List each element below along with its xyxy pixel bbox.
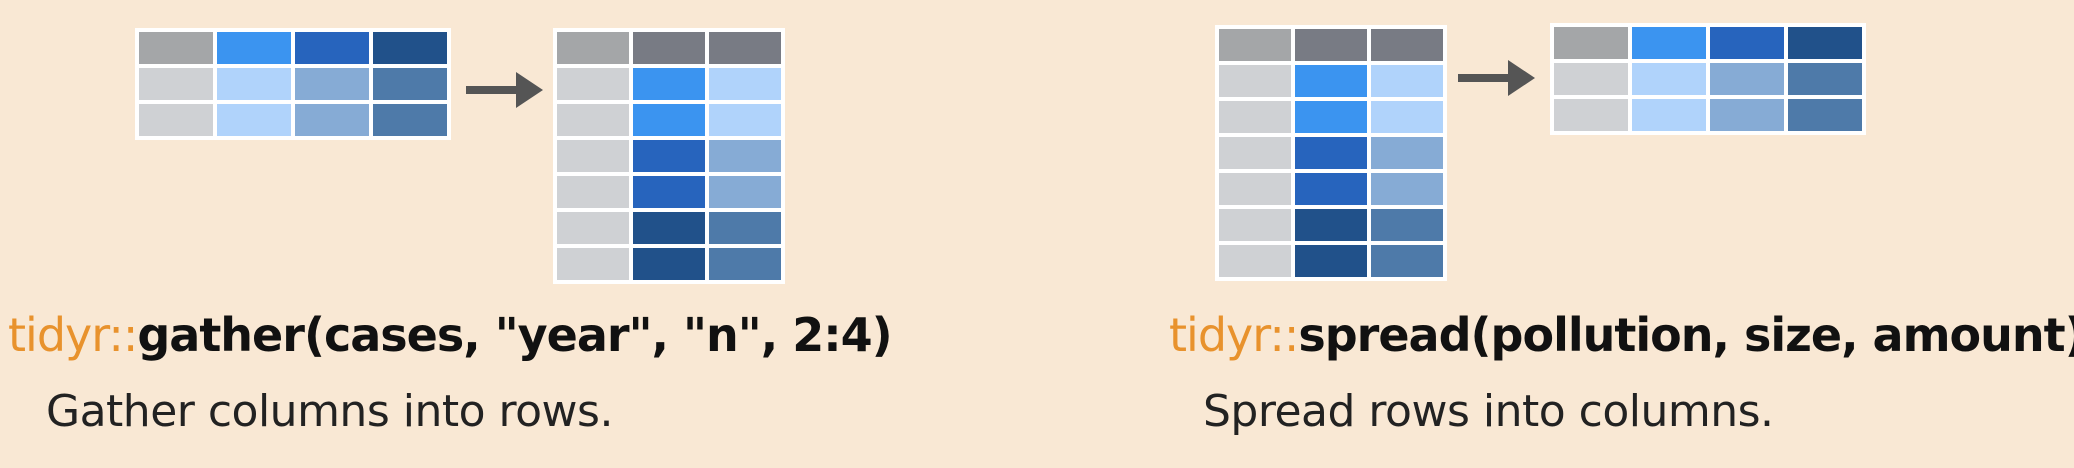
- gather-output-cell: [709, 140, 781, 172]
- spread-output-cell: [1632, 63, 1706, 95]
- spread-input-cell: [1219, 101, 1291, 133]
- gather-output-cell: [633, 176, 705, 208]
- gather-output-cell: [633, 248, 705, 280]
- gather-output-cell: [633, 68, 705, 100]
- gather-input-cell: [139, 104, 213, 136]
- spread-input-cell: [1219, 173, 1291, 205]
- spread-input-cell: [1371, 173, 1443, 205]
- spread-input-cell: [1219, 245, 1291, 277]
- gather-output-cell: [709, 32, 781, 64]
- gather-output-cell: [633, 104, 705, 136]
- spread-output-cell: [1710, 99, 1784, 131]
- gather-input-table: [135, 28, 451, 140]
- spread-input-cell: [1295, 101, 1367, 133]
- spread-input-cell: [1295, 29, 1367, 61]
- gather-input-cell: [373, 32, 447, 64]
- spread-output-cell: [1554, 27, 1628, 59]
- spread-package-name: tidyr::: [1169, 308, 1299, 362]
- spread-input-cell: [1371, 137, 1443, 169]
- spread-output-cell: [1788, 27, 1862, 59]
- gather-output-cell: [557, 212, 629, 244]
- gather-input-cell: [139, 32, 213, 64]
- gather-output-cell: [557, 68, 629, 100]
- spread-input-cell: [1371, 101, 1443, 133]
- spread-input-cell: [1295, 245, 1367, 277]
- gather-input-cell: [295, 32, 369, 64]
- spread-input-cell: [1219, 209, 1291, 241]
- gather-output-cell: [557, 176, 629, 208]
- gather-output-cell: [709, 104, 781, 136]
- spread-output-cell: [1554, 63, 1628, 95]
- gather-function-call: tidyr::gather(cases, "year", "n", 2:4): [8, 312, 893, 358]
- gather-output-cell: [557, 140, 629, 172]
- spread-input-cell: [1295, 137, 1367, 169]
- gather-input-cell: [217, 32, 291, 64]
- gather-output-cell: [557, 248, 629, 280]
- spread-input-cell: [1371, 65, 1443, 97]
- gather-function-name: gather: [137, 308, 305, 362]
- spread-input-cell: [1295, 209, 1367, 241]
- spread-output-cell: [1632, 27, 1706, 59]
- spread-output-table: [1550, 23, 1866, 135]
- spread-output-cell: [1788, 63, 1862, 95]
- gather-input-cell: [295, 68, 369, 100]
- gather-output-cell: [709, 212, 781, 244]
- gather-input-cell: [295, 104, 369, 136]
- gather-output-cell: [557, 104, 629, 136]
- gather-function-args: (cases, "year", "n", 2:4): [303, 308, 893, 362]
- spread-input-cell: [1295, 173, 1367, 205]
- spread-input-cell: [1295, 65, 1367, 97]
- spread-input-cell: [1219, 137, 1291, 169]
- spread-output-cell: [1632, 99, 1706, 131]
- gather-output-table: [553, 28, 785, 284]
- gather-output-cell: [633, 212, 705, 244]
- gather-output-cell: [709, 68, 781, 100]
- gather-output-cell: [633, 140, 705, 172]
- spread-input-cell: [1371, 29, 1443, 61]
- gather-output-cell: [709, 248, 781, 280]
- right-arrow-icon: [1458, 60, 1535, 96]
- gather-package-name: tidyr::: [8, 308, 138, 362]
- spread-output-cell: [1710, 27, 1784, 59]
- spread-input-table: [1215, 25, 1447, 281]
- spread-description: Spread rows into columns.: [1203, 386, 1774, 437]
- spread-diagram: [1215, 23, 1866, 281]
- spread-input-cell: [1219, 29, 1291, 61]
- gather-input-cell: [217, 104, 291, 136]
- gather-output-cell: [633, 32, 705, 64]
- spread-panel: tidyr::spread(pollution, size, amount) S…: [1037, 0, 2074, 468]
- spread-output-cell: [1788, 99, 1862, 131]
- spread-function-name: spread: [1298, 308, 1471, 362]
- spread-input-cell: [1371, 245, 1443, 277]
- gather-diagram: [135, 28, 785, 284]
- gather-input-cell: [373, 68, 447, 100]
- spread-function-args: (pollution, size, amount): [1470, 308, 2074, 362]
- right-arrow-icon: [466, 72, 543, 108]
- spread-output-cell: [1554, 99, 1628, 131]
- gather-output-cell: [709, 176, 781, 208]
- gather-input-cell: [217, 68, 291, 100]
- spread-input-cell: [1371, 209, 1443, 241]
- gather-output-cell: [557, 32, 629, 64]
- spread-output-cell: [1710, 63, 1784, 95]
- gather-panel: tidyr::gather(cases, "year", "n", 2:4) G…: [8, 28, 893, 437]
- gather-description: Gather columns into rows.: [46, 386, 613, 437]
- gather-input-cell: [373, 104, 447, 136]
- spread-input-cell: [1219, 65, 1291, 97]
- gather-input-cell: [139, 68, 213, 100]
- spread-function-call: tidyr::spread(pollution, size, amount): [1169, 312, 2074, 358]
